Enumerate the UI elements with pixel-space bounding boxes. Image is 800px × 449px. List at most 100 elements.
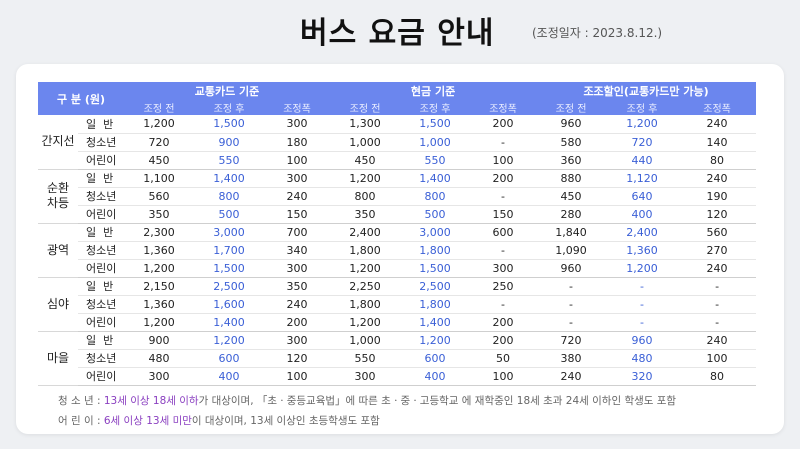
fare-cell: 1,360 <box>606 241 679 260</box>
fare-cell: 340 <box>264 241 331 260</box>
fare-cell: 900 <box>124 331 195 350</box>
fare-cell: 2,250 <box>330 277 401 296</box>
fare-cell: 300 <box>264 115 331 134</box>
header-group: 구 분 (원) <box>38 82 125 115</box>
fare-cell: 300 <box>264 169 331 188</box>
fare-cell: 800 <box>400 187 471 206</box>
table-row: 광역 일 반 2,300 3,000 700 2,400 3,000 600 1,840 2,40… <box>38 223 757 278</box>
fare-cell: 100 <box>678 349 757 368</box>
fare-cell: 3,000 <box>194 223 265 242</box>
rider-type: 어린이 <box>78 151 125 170</box>
fare-cell: 1,500 <box>194 259 265 278</box>
header-early-discount: 조조할인(교통카드만 가능) <box>536 82 757 100</box>
table-row: 청소년 1,360 1,700 340 1,800 1,800-1,090 1,360 270 <box>38 241 757 260</box>
fare-cell: 1,700 <box>194 241 265 260</box>
fare-cell: 1,400 <box>400 169 471 188</box>
table-row: 청소년 480 600 120 550 600 50 380 480 100 <box>38 349 757 368</box>
fare-cell: 180 <box>264 133 331 152</box>
rider-type: 청소년 <box>78 349 125 368</box>
fare-cell: 240 <box>264 295 331 314</box>
fare-cell: 200 <box>470 313 537 332</box>
fare-cell: 450 <box>536 187 607 206</box>
fare-cell: 350 <box>264 277 331 296</box>
fare-cell: 1,200 <box>124 259 195 278</box>
fare-cell: 400 <box>400 367 471 386</box>
fare-cell: 600 <box>400 349 471 368</box>
rider-type: 일 반 <box>78 169 125 188</box>
subheader-cell: 조정 전 <box>124 100 195 115</box>
fare-cell: 240 <box>536 367 607 386</box>
fare-cell: 2,500 <box>194 277 265 296</box>
fare-cell: 1,000 <box>330 331 401 350</box>
fare-cell: 140 <box>678 133 757 152</box>
fare-cell: 450 <box>330 151 401 170</box>
fare-cell: 150 <box>470 205 537 224</box>
fare-cell: 560 <box>124 187 195 206</box>
fare-cell: 120 <box>264 349 331 368</box>
fare-cell: 1,360 <box>124 241 195 260</box>
fare-cell: 480 <box>124 349 195 368</box>
subheader-cell: 조정 후 <box>400 100 471 115</box>
fare-cell: - <box>536 277 607 296</box>
fare-cell: 2,400 <box>606 223 679 242</box>
table-row: 간지선 일 반 1,200 1,500 300 1,300 1,500 200 960 1,200… <box>38 115 757 170</box>
header-cash: 현금 기준 <box>330 82 537 100</box>
fare-cell: - <box>536 295 607 314</box>
fare-cell: 1,200 <box>606 115 679 134</box>
table-row: 어린이 1,200 1,500 300 1,200 1,500 300 960 1,200 240 <box>38 259 757 278</box>
fare-cell: 280 <box>536 205 607 224</box>
notes: 청 소 년 : 13세 이상 18세 이하가 대상이며, 「초ㆍ중등교육법」에 … <box>58 391 758 431</box>
table-row: 청소년 1,360 1,600 240 1,800 1,800- - - - <box>38 295 757 314</box>
table-row: 순환 차등 일 반 1,100 1,400 300 1,200 1,400 200 880 1,1… <box>38 169 757 224</box>
fare-cell: 100 <box>470 367 537 386</box>
fare-cell: 1,100 <box>124 169 195 188</box>
fare-cell: 200 <box>470 169 537 188</box>
fare-cell: 1,500 <box>400 115 471 134</box>
route-category: 마을 <box>38 331 78 386</box>
table-row: 어린이 1,200 1,400 200 1,200 1,400 200- - - <box>38 313 757 332</box>
fare-cell: 1,200 <box>400 331 471 350</box>
rider-type: 청소년 <box>78 133 125 152</box>
fare-cell: 960 <box>606 331 679 350</box>
fare-cell: 550 <box>194 151 265 170</box>
fare-cell: 1,360 <box>124 295 195 314</box>
fare-cell: - <box>470 241 537 260</box>
note-youth: 청 소 년 : 13세 이상 18세 이하가 대상이며, 「초ㆍ중등교육법」에 … <box>58 395 677 407</box>
fare-cell: 1,800 <box>400 241 471 260</box>
fare-cell: 270 <box>678 241 757 260</box>
rider-type: 일 반 <box>78 331 125 350</box>
fare-cell: 480 <box>606 349 679 368</box>
table-row: 청소년 720 900 180 1,000 1,000-580 720 140 <box>38 133 757 152</box>
fare-cell: 240 <box>678 115 757 134</box>
fare-cell: - <box>678 313 757 332</box>
fare-cell: 720 <box>124 133 195 152</box>
fare-card: 구 분 (원) 교통카드 기준 현금 기준 조조할인(교통카드만 가능) 조정 … <box>16 64 784 434</box>
subheader-cell: 조정 후 <box>194 100 265 115</box>
fare-cell: 120 <box>678 205 757 224</box>
fare-cell: 1,090 <box>536 241 607 260</box>
fare-cell: 1,800 <box>400 295 471 314</box>
header-card: 교통카드 기준 <box>124 82 331 100</box>
fare-cell: 240 <box>678 331 757 350</box>
fare-cell: 1,200 <box>194 331 265 350</box>
fare-cell: 240 <box>264 187 331 206</box>
fare-cell: 80 <box>678 151 757 170</box>
fare-cell: 200 <box>470 331 537 350</box>
fare-cell: 720 <box>536 331 607 350</box>
fare-cell: 100 <box>470 151 537 170</box>
fare-cell: 80 <box>678 367 757 386</box>
fare-cell: 550 <box>400 151 471 170</box>
fare-cell: 640 <box>606 187 679 206</box>
fare-cell: 1,400 <box>400 313 471 332</box>
rider-type: 일 반 <box>78 223 125 242</box>
fare-cell: 1,120 <box>606 169 679 188</box>
fare-cell: 380 <box>536 349 607 368</box>
page-header: 버스 요금 안내 (조정일자 : 2023.8.12.) <box>0 8 800 51</box>
rider-type: 청소년 <box>78 241 125 260</box>
fare-cell: 800 <box>330 187 401 206</box>
fare-cell: 100 <box>264 151 331 170</box>
rider-type: 청소년 <box>78 295 125 314</box>
fare-cell: - <box>470 133 537 152</box>
fare-cell: 200 <box>470 115 537 134</box>
fare-cell: 240 <box>678 169 757 188</box>
